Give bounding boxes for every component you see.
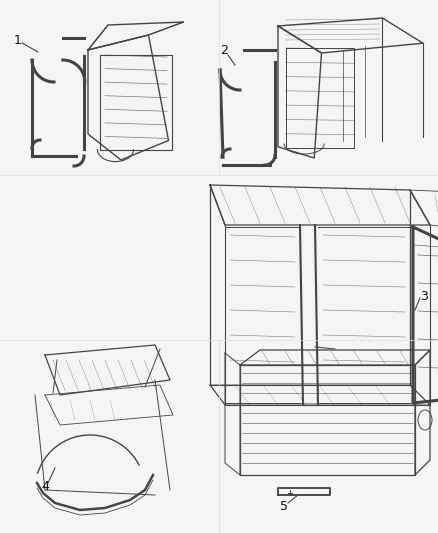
Text: 4: 4 bbox=[41, 481, 49, 494]
Text: 1: 1 bbox=[14, 35, 22, 47]
Text: 5: 5 bbox=[280, 500, 288, 513]
Text: 2: 2 bbox=[220, 44, 228, 58]
Text: 3: 3 bbox=[420, 289, 428, 303]
